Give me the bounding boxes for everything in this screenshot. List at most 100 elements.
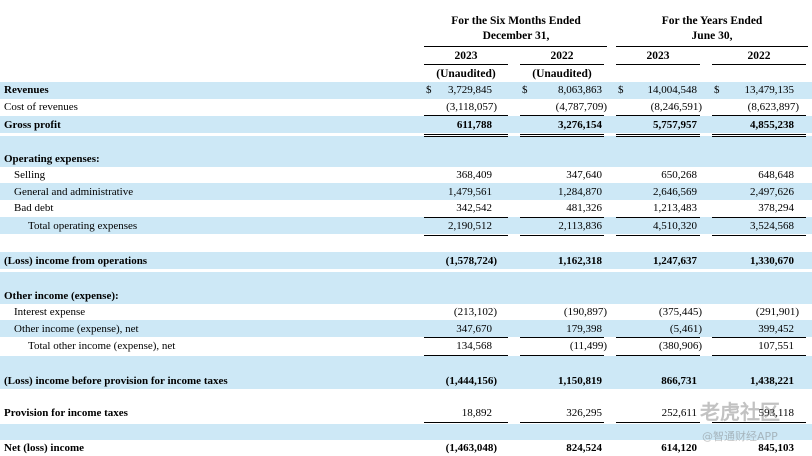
row-label-revenues: Revenues	[4, 84, 49, 96]
cell-net-years-2023: 614,120	[661, 442, 697, 454]
band-other-net	[0, 320, 812, 337]
watermark-line2: @智通财经APP	[702, 430, 778, 443]
cell-ga-six-2023: 1,479,561	[448, 186, 492, 198]
cell-loss-ops-six-2022: 1,162,318	[558, 255, 602, 267]
row-label-general-admin: General and administrative	[14, 186, 134, 198]
band-revenues	[0, 82, 812, 99]
table-row-loss-ops: (Loss) income from operations (1,578,724…	[0, 253, 812, 269]
row-label-bad-debt: Bad debt	[14, 202, 54, 214]
cell-selling-years-2023: 650,268	[661, 169, 697, 181]
band-other-header	[0, 288, 812, 304]
table-row-bad-debt: Bad debt 342,542 481,326 1,213,483 378,2…	[0, 200, 812, 216]
band-spacer-1	[0, 136, 812, 150]
band-gross-profit	[0, 116, 812, 133]
band-opex-header	[0, 150, 812, 167]
band-spacer-2	[0, 272, 812, 288]
cell-provision-years-2023: 252,611	[661, 407, 697, 419]
cell-gross-six-2023: 611,788	[456, 119, 492, 131]
band-total-opex	[0, 217, 812, 234]
table-row-opex-header: Operating expenses:	[0, 151, 812, 167]
cell-loss-ops-six-2023: (1,578,724)	[445, 255, 497, 267]
cell-net-six-2023: (1,463,048)	[445, 442, 497, 454]
unaudited-label-1: (Unaudited)	[436, 68, 496, 80]
cell-selling-six-2023: 368,409	[456, 169, 492, 181]
table-row-total-other: Total other income (expense), net 134,56…	[0, 338, 812, 354]
cell-total-other-six-2023: 134,568	[456, 340, 492, 352]
currency-symbol: $	[618, 84, 624, 96]
unaudited-label-2: (Unaudited)	[532, 68, 592, 80]
row-label-total-opex: Total operating expenses	[28, 220, 138, 232]
watermark-text: 老虎社区	[700, 396, 780, 425]
cell-other-net-six-2023: 347,670	[456, 323, 492, 335]
section-label-operating-expenses: Operating expenses:	[4, 153, 100, 165]
cell-cost-years-2023: (8,246,591)	[650, 101, 702, 113]
table-row-cost-of-revenues: Cost of revenues (3,118,057) (4,787,709)…	[0, 99, 812, 115]
cell-selling-six-2022: 347,640	[566, 169, 602, 181]
cell-other-net-years-2022: 399,452	[758, 323, 794, 335]
row-label-cost-of-revenues: Cost of revenues	[4, 101, 78, 113]
cell-gross-years-2023: 5,757,957	[653, 119, 697, 131]
cell-ga-years-2022: 2,497,626	[750, 186, 794, 198]
row-label-before-provision: (Loss) income before provision for incom…	[4, 375, 228, 387]
cell-total-other-years-2023: (380,906)	[658, 340, 702, 352]
cell-other-net-six-2022: 179,398	[566, 323, 602, 335]
table-row-other-header: Other income (expense):	[0, 288, 812, 304]
band-loss-ops	[0, 252, 812, 269]
cell-cost-six-2022: (4,787,709)	[555, 101, 607, 113]
band-before-provision	[0, 372, 812, 389]
row-label-loss-ops: (Loss) income from operations	[4, 255, 148, 267]
cell-net-years-2022: 845,103	[758, 442, 794, 454]
cell-bad-debt-years-2023: 1,213,483	[653, 202, 697, 214]
cell-cost-six-2023: (3,118,057)	[446, 101, 497, 113]
cell-interest-six-2023: (213,102)	[453, 306, 497, 318]
cell-other-net-years-2023: (5,461)	[669, 323, 702, 335]
header-rule-six-months	[424, 46, 607, 47]
years-header-line1: For the Years Ended	[661, 15, 763, 27]
cell-interest-years-2022: (291,901)	[755, 306, 799, 318]
currency-symbol: $	[522, 84, 528, 96]
row-label-other-net: Other income (expense), net	[14, 323, 139, 335]
row-label-gross-profit: Gross profit	[4, 119, 61, 131]
cell-revenues-years-2023: 14,004,548	[647, 84, 698, 96]
row-label-selling: Selling	[14, 169, 46, 181]
cell-bad-debt-six-2022: 481,326	[566, 202, 602, 214]
cell-gross-six-2022: 3,276,154	[558, 119, 602, 131]
year-header-six-2023: 2023	[454, 50, 478, 62]
row-label-net-income: Net (loss) income	[4, 442, 85, 454]
table-row-gross-profit: Gross profit 611,788 3,276,154 5,757,957…	[0, 117, 812, 133]
cell-before-years-2023: 866,731	[661, 375, 697, 387]
six-months-header-line2: December 31,	[482, 30, 550, 42]
watermark-subtext: @智通财经APP	[702, 428, 778, 444]
cell-interest-years-2023: (375,445)	[658, 306, 702, 318]
cell-gross-years-2022: 4,855,238	[750, 119, 794, 131]
table-row-general-admin: General and administrative 1,479,561 1,2…	[0, 184, 812, 200]
cell-ga-six-2022: 1,284,870	[558, 186, 602, 198]
currency-symbol: $	[714, 84, 720, 96]
band-spacer-3	[0, 356, 812, 372]
cell-total-opex-years-2022: 3,524,568	[750, 220, 794, 232]
currency-symbol: $	[426, 84, 432, 96]
cell-interest-six-2022: (190,897)	[563, 306, 607, 318]
table-row-net-income: Net (loss) income (1,463,048) 824,524 61…	[0, 440, 812, 456]
cell-loss-ops-years-2023: 1,247,637	[653, 255, 697, 267]
watermark-line1: 老虎社区	[700, 400, 780, 424]
cell-ga-years-2023: 2,646,569	[653, 186, 697, 198]
cell-total-opex-six-2022: 2,113,836	[558, 220, 602, 232]
table-row-revenues: Revenues $ 3,729,845 $ 8,063,863 $ 14,00…	[0, 82, 812, 98]
cell-before-years-2022: 1,438,221	[750, 375, 794, 387]
cell-provision-six-2022: 326,295	[566, 407, 602, 419]
row-label-interest-expense: Interest expense	[14, 306, 86, 318]
cell-loss-ops-years-2022: 1,330,670	[750, 255, 794, 267]
six-months-header-line1: For the Six Months Ended	[451, 15, 581, 27]
row-label-provision: Provision for income taxes	[4, 407, 128, 419]
year-header-years-2023: 2023	[646, 50, 670, 62]
table-row-selling: Selling 368,409 347,640 650,268 648,648	[0, 167, 812, 183]
band-general-admin	[0, 183, 812, 200]
table-row-provision: Provision for income taxes 18,892 326,29…	[0, 405, 812, 421]
cell-total-opex-six-2023: 2,190,512	[448, 220, 492, 232]
cell-total-other-six-2022: (11,499)	[569, 340, 607, 352]
table-row-before-provision: (Loss) income before provision for incom…	[0, 373, 812, 389]
year-header-six-2022: 2022	[550, 50, 574, 62]
cell-total-opex-years-2023: 4,510,320	[653, 220, 697, 232]
row-label-total-other: Total other income (expense), net	[28, 340, 176, 352]
